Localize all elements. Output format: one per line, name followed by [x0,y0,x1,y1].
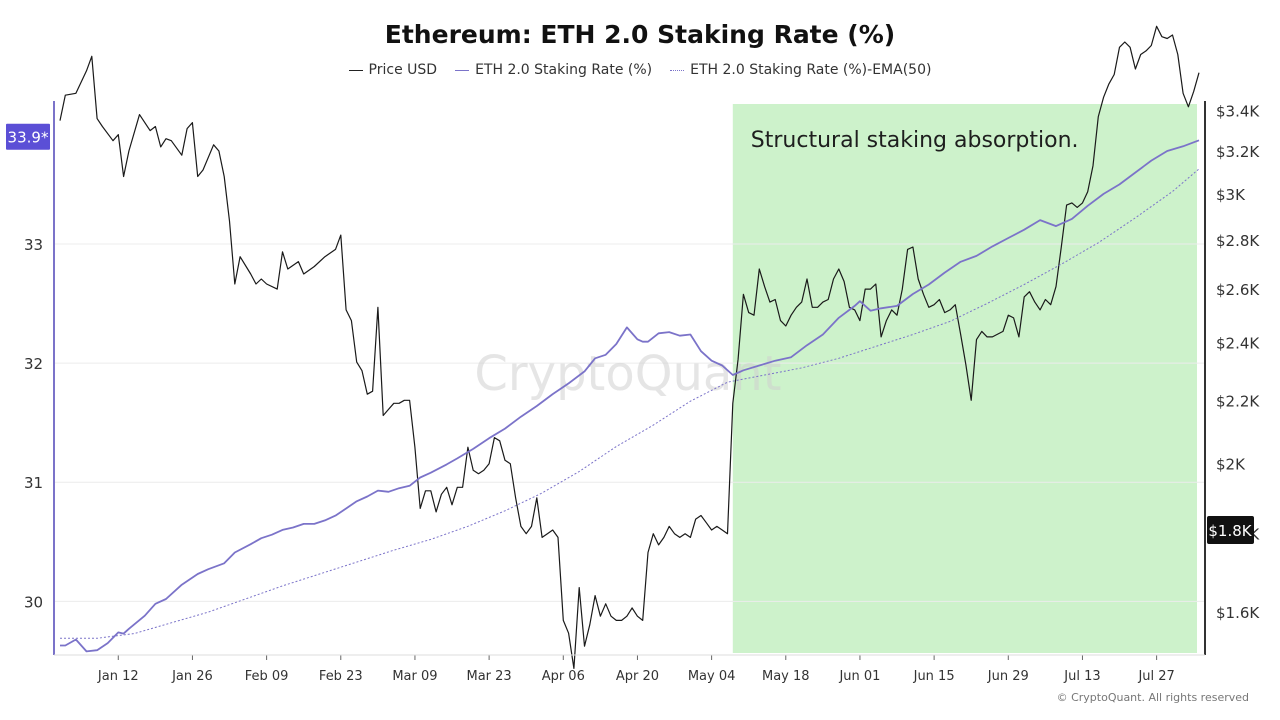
series-line-staking-ema [60,168,1200,639]
y-left-tick-label: 32 [24,355,43,373]
chart-title: Ethereum: ETH 2.0 Staking Rate (%) [384,20,896,49]
legend-swatch-staking-ema [670,69,685,71]
x-tick-label: Feb 23 [319,669,363,684]
legend-item-staking-rate[interactable]: ETH 2.0 Staking Rate (%) [455,62,652,78]
x-tick-label: Jun 15 [913,669,955,684]
x-tick-label: Jun 01 [838,669,880,684]
legend-label-staking-rate: ETH 2.0 Staking Rate (%) [475,62,653,78]
y-left-tick-label: 31 [24,474,43,492]
series-line-price [59,25,1200,670]
legend-label-price: Price USD [368,62,438,78]
legend-item-staking-ema[interactable]: ETH 2.0 Staking Rate (%)-EMA(50) [670,62,931,78]
y-right-tick-label: $2.4K [1216,334,1260,352]
x-tick-label: Jan 12 [97,669,139,684]
current-value-label-right: $1.8K [1208,522,1252,540]
x-tick-label: Jan 26 [171,669,213,684]
legend-label-staking-ema: ETH 2.0 Staking Rate (%)-EMA(50) [690,62,932,78]
current-value-badge-right [1207,516,1254,545]
x-tick-label: Jun 29 [987,669,1029,684]
x-tick-label: Feb 09 [245,669,289,684]
y-right-tick-label: $1.6K [1216,604,1260,622]
series-line-staking-rate [60,139,1200,653]
current-value-badge-left [6,123,50,150]
legend-item-price[interactable]: Price USD [348,62,438,78]
y-right-tick-label: $3.2K [1216,143,1260,161]
x-tick-label: Mar 23 [467,669,512,684]
highlight-region [732,104,1197,653]
highlight-annotation: Structural staking absorption. [751,128,1079,153]
y-left-tick-label: 33 [24,236,43,254]
y-right-tick-label: $2.2K [1216,392,1260,410]
x-tick-label: Mar 09 [392,669,437,684]
legend-swatch-staking-rate [455,69,470,71]
legend-swatch-price [348,69,363,71]
y-right-tick-label: $3.4K [1216,103,1260,121]
x-tick-label: May 18 [762,669,810,684]
current-value-label-left: 33.9* [8,129,49,147]
chart-legend: Price USD ETH 2.0 Staking Rate (%) ETH 2… [0,62,1280,78]
x-tick-label: May 04 [688,669,736,684]
copyright-credit: © CryptoQuant. All rights reserved [1056,691,1249,704]
x-tick-label: Jul 27 [1137,669,1174,684]
x-tick-label: Apr 20 [616,669,659,684]
x-tick-label: Jul 13 [1063,669,1100,684]
x-tick-label: Apr 06 [542,669,585,684]
y-right-tick-label: $2.8K [1216,232,1260,250]
y-left-tick-label: 30 [24,593,43,611]
y-right-tick-label: $2.6K [1216,281,1260,299]
y-right-tick-label: $3K [1216,186,1246,204]
y-right-tick-label: $2K [1216,456,1246,474]
